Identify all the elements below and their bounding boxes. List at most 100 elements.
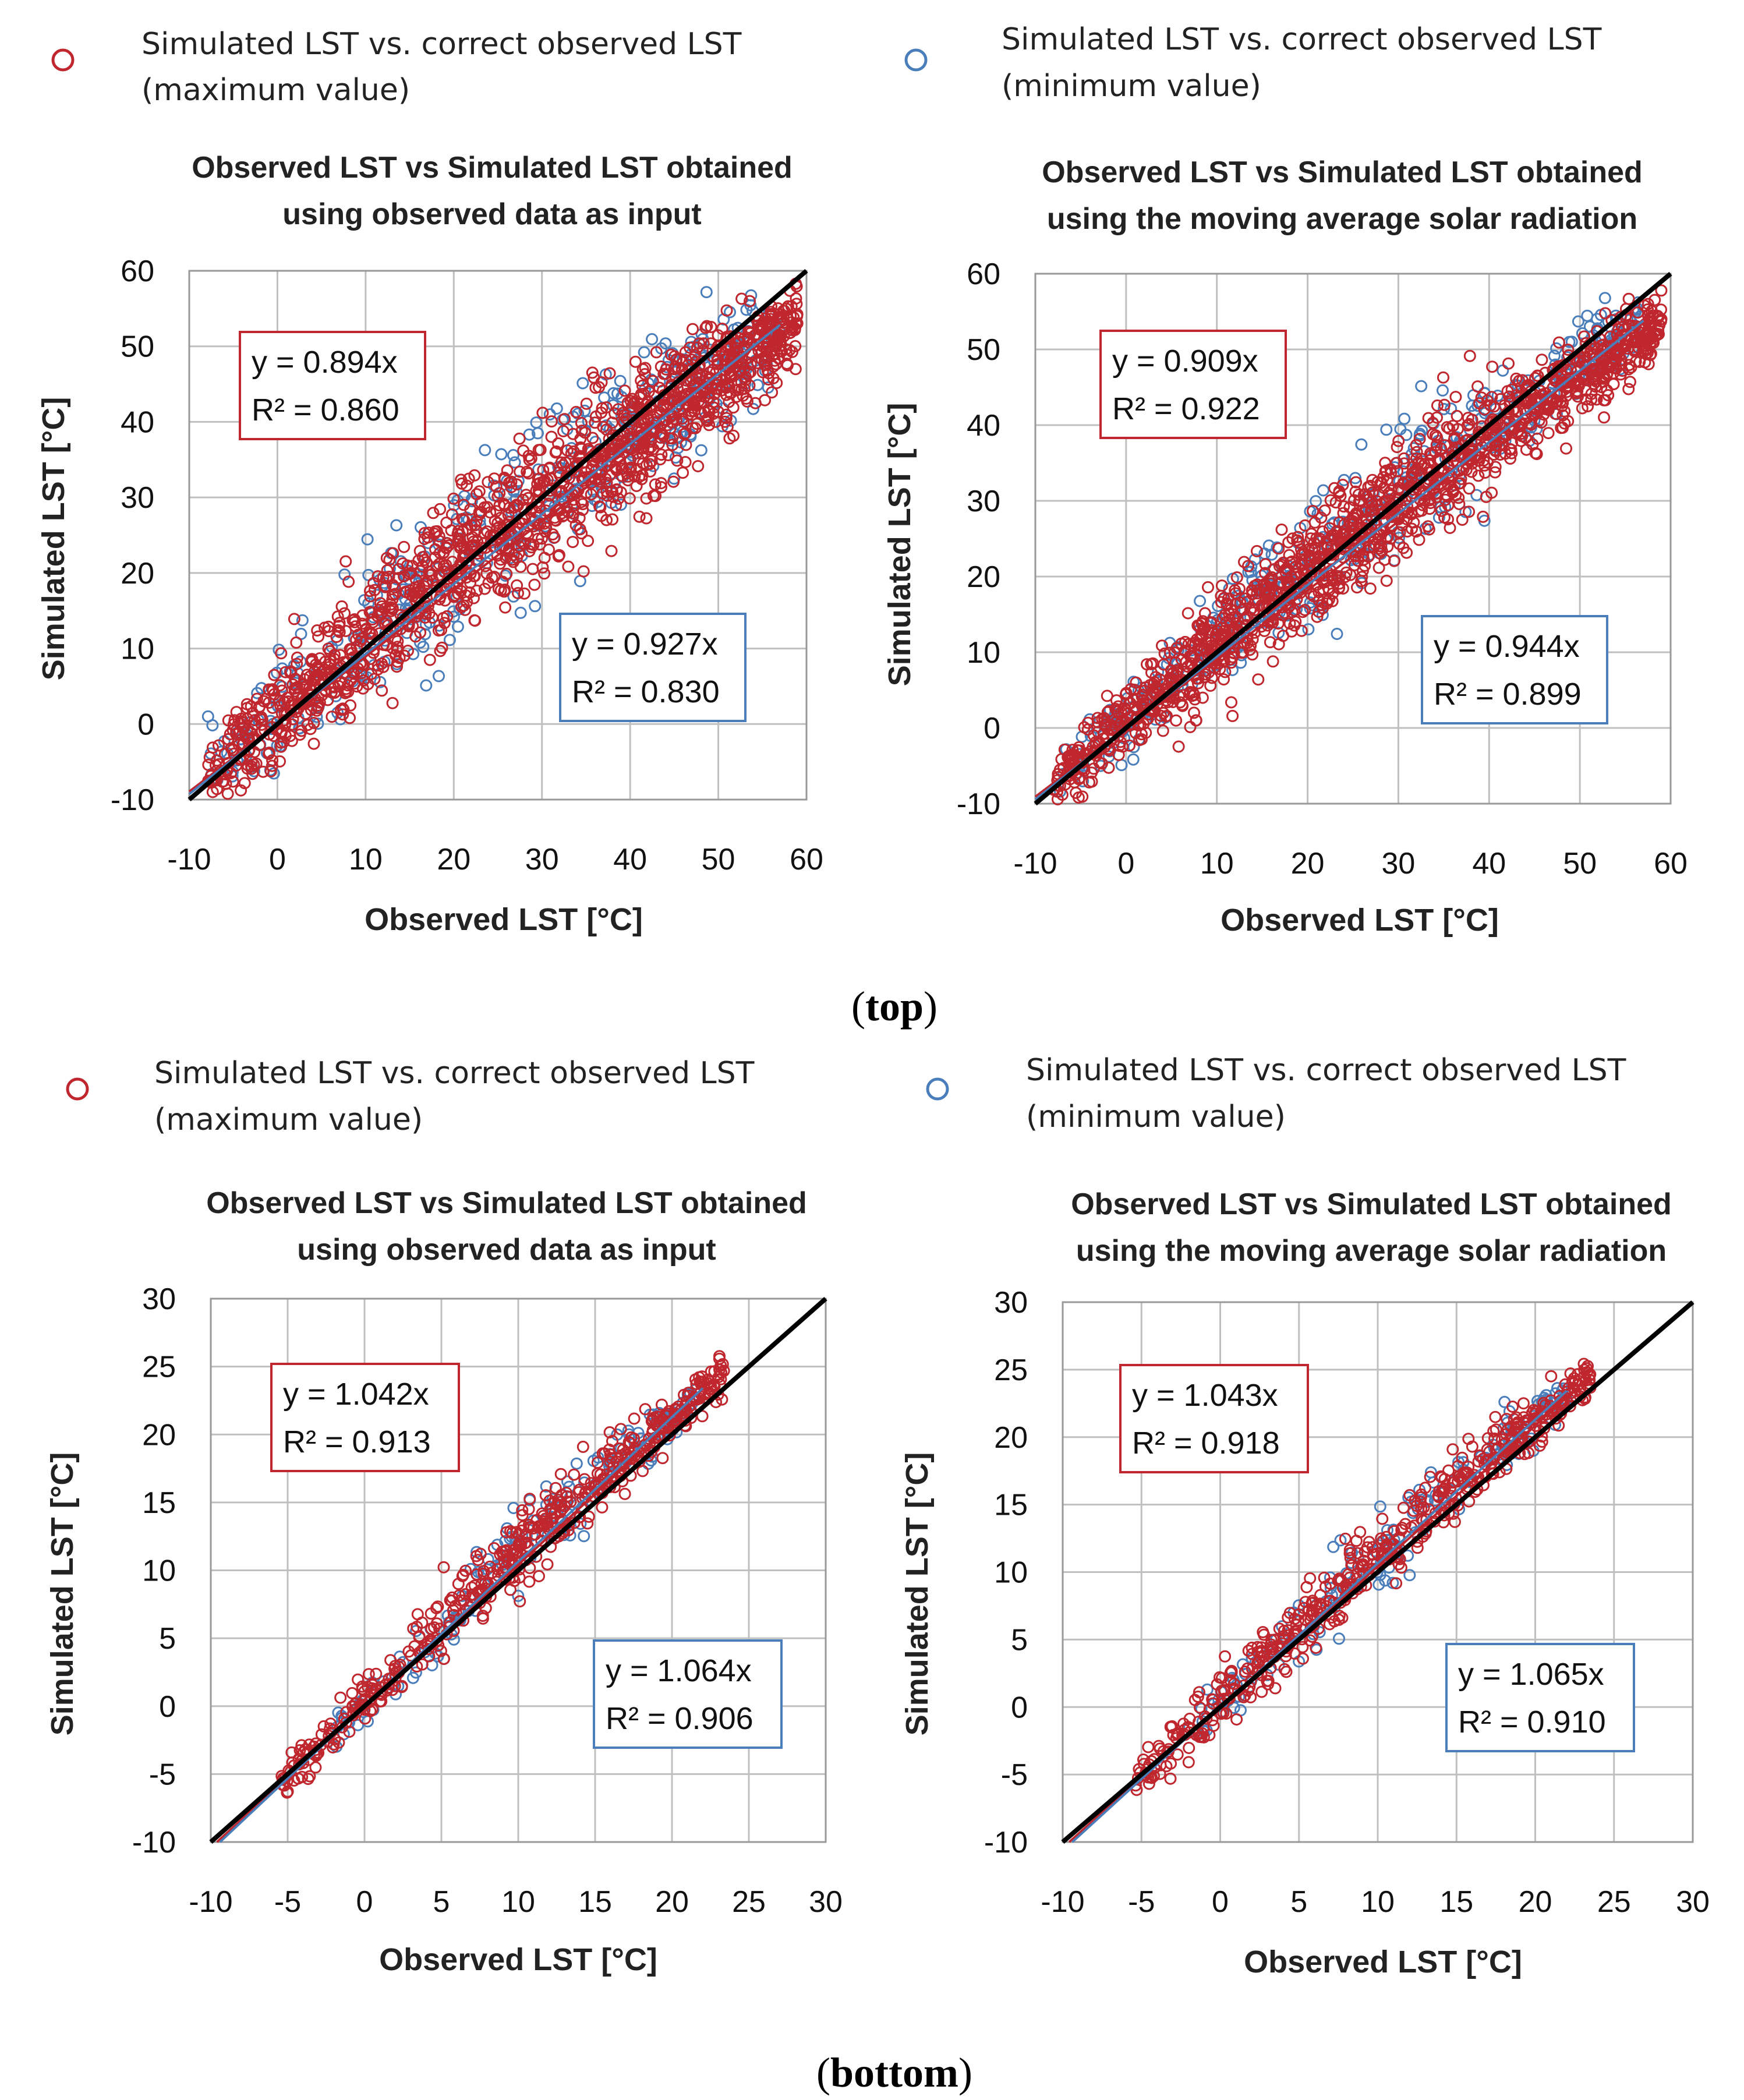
data-point xyxy=(593,443,606,456)
data-point xyxy=(455,585,467,598)
x-tick-label: 10 xyxy=(1200,847,1234,881)
plot-area-border xyxy=(188,270,808,801)
data-point xyxy=(536,406,549,419)
y-tick-label: -5 xyxy=(1001,1758,1028,1792)
data-point xyxy=(723,432,736,445)
data-point xyxy=(358,594,371,607)
scatter-series-maximum xyxy=(1048,284,1668,805)
data-point xyxy=(443,634,456,646)
data-point xyxy=(1267,655,1279,668)
data-point xyxy=(457,599,470,612)
data-point xyxy=(482,1553,494,1565)
data-point xyxy=(249,714,261,727)
data-point xyxy=(1502,357,1515,370)
data-point xyxy=(473,485,486,498)
data-point xyxy=(1397,542,1410,554)
data-point xyxy=(523,545,536,557)
data-point xyxy=(1333,1632,1345,1645)
data-point xyxy=(1497,364,1509,377)
data-point xyxy=(567,445,580,458)
data-point xyxy=(518,587,530,600)
data-point xyxy=(726,358,739,371)
data-point xyxy=(1486,360,1499,373)
data-point xyxy=(586,366,599,379)
data-point xyxy=(666,439,679,451)
data-point xyxy=(576,457,589,469)
data-point xyxy=(280,729,292,742)
data-point xyxy=(1572,315,1584,328)
data-point xyxy=(532,427,544,440)
data-point xyxy=(465,539,477,552)
data-point xyxy=(549,446,562,459)
data-point xyxy=(222,733,235,745)
data-point xyxy=(348,631,361,644)
y-tick-label: 0 xyxy=(1011,1691,1028,1724)
data-point xyxy=(473,508,486,521)
r-squared-text: R² = 0.899 xyxy=(1434,677,1582,712)
data-point xyxy=(266,702,279,714)
data-point xyxy=(1264,636,1276,649)
data-point xyxy=(577,565,590,578)
data-point xyxy=(650,346,663,359)
data-point xyxy=(646,374,659,387)
x-axis-label: Observed LST [°C] xyxy=(1244,1945,1522,1979)
data-point xyxy=(326,710,338,723)
data-point xyxy=(640,492,653,505)
y-tick-label: 20 xyxy=(967,560,1000,594)
data-point xyxy=(511,478,523,491)
data-point xyxy=(1393,532,1405,545)
data-point xyxy=(348,613,361,625)
data-point xyxy=(731,345,744,358)
data-point xyxy=(544,484,557,497)
data-point xyxy=(742,326,755,338)
data-point xyxy=(469,614,482,627)
data-point xyxy=(543,543,555,556)
data-point xyxy=(306,655,319,667)
data-point xyxy=(631,422,643,435)
data-point xyxy=(324,655,337,667)
data-point xyxy=(610,483,623,496)
data-point xyxy=(545,415,558,428)
x-tick-label: 20 xyxy=(1291,847,1325,881)
data-point xyxy=(566,511,579,524)
data-point xyxy=(445,524,458,537)
data-point xyxy=(438,617,451,630)
data-point xyxy=(737,390,749,402)
data-point xyxy=(729,337,742,350)
data-point xyxy=(721,420,734,433)
x-tick-label: 0 xyxy=(1117,847,1134,881)
data-point xyxy=(1545,1370,1558,1383)
data-point xyxy=(589,410,602,423)
data-point xyxy=(576,1440,589,1453)
data-point xyxy=(1438,402,1451,415)
data-point xyxy=(454,603,466,616)
data-point xyxy=(1655,284,1668,297)
data-point xyxy=(1351,581,1363,594)
data-point xyxy=(665,348,677,361)
data-point xyxy=(623,492,636,505)
y-tick-label: -10 xyxy=(984,1826,1028,1859)
legend-text-line1: Simulated LST vs. correct observed LST xyxy=(1026,1053,1626,1088)
data-point xyxy=(1302,623,1315,636)
data-point xyxy=(580,397,593,410)
data-point xyxy=(614,499,627,511)
plot-area-border xyxy=(1034,273,1672,805)
x-tick-label: 5 xyxy=(1290,1885,1307,1919)
data-point xyxy=(374,597,387,610)
data-point xyxy=(288,613,300,625)
x-tick-label: -10 xyxy=(1013,847,1057,881)
data-point xyxy=(1091,712,1104,724)
data-point xyxy=(499,601,512,614)
data-point xyxy=(1275,524,1288,536)
data-point xyxy=(490,505,503,518)
data-point xyxy=(1182,1756,1195,1769)
data-point xyxy=(393,652,406,664)
data-point xyxy=(405,567,418,579)
data-point xyxy=(426,568,438,581)
r-squared-text: R² = 0.830 xyxy=(572,674,720,709)
data-point xyxy=(523,454,536,466)
equation-box-frame xyxy=(559,613,747,722)
y-tick-label: 10 xyxy=(121,632,154,666)
data-point xyxy=(230,706,243,719)
